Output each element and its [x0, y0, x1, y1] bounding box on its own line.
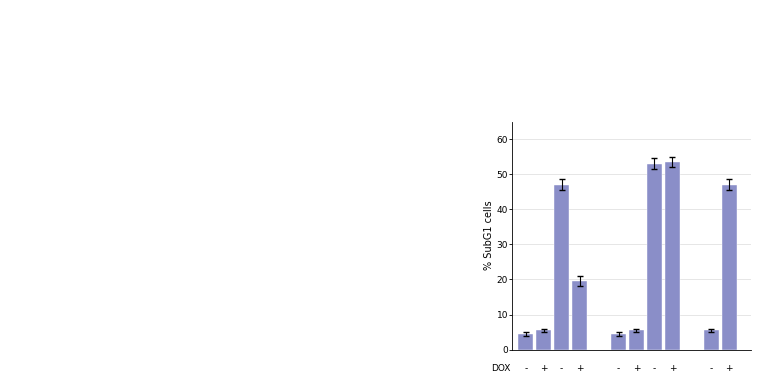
Text: -: - — [560, 364, 563, 374]
Text: -: - — [524, 364, 528, 374]
Text: -: - — [653, 364, 656, 374]
Bar — [704, 330, 719, 350]
Text: +: + — [633, 364, 641, 374]
Text: +: + — [576, 364, 584, 374]
Bar — [629, 330, 644, 350]
Bar — [722, 185, 737, 350]
Bar — [611, 334, 626, 350]
Bar — [537, 330, 551, 350]
Bar — [647, 164, 662, 350]
Text: +: + — [540, 364, 547, 374]
Text: +: + — [726, 364, 733, 374]
Text: DOX: DOX — [492, 364, 511, 374]
Text: +: + — [669, 364, 676, 374]
Bar — [554, 185, 569, 350]
Text: -: - — [617, 364, 620, 374]
Bar — [665, 162, 680, 350]
Bar — [572, 281, 587, 350]
Text: -: - — [710, 364, 713, 374]
Bar — [518, 334, 533, 350]
Y-axis label: % SubG1 cells: % SubG1 cells — [484, 201, 494, 271]
